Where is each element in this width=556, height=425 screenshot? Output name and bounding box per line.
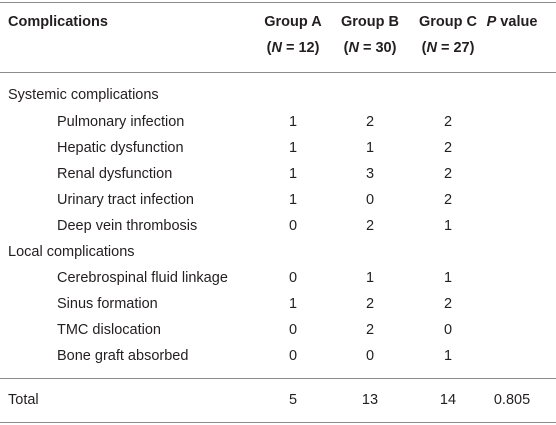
- cell-value: 1: [288, 165, 298, 182]
- n-part: N: [348, 40, 359, 56]
- n-part: = 30): [358, 40, 397, 56]
- row-label: Pulmonary infection: [57, 113, 185, 130]
- cell-value: 1: [443, 270, 453, 286]
- row-label: TMC dislocation: [57, 322, 161, 338]
- cell-value: 2: [443, 139, 453, 156]
- n-part: N: [426, 40, 437, 56]
- bottom-rule: [0, 422, 556, 423]
- cell-value: 0: [443, 322, 453, 338]
- cell-value: 0: [288, 322, 298, 338]
- cell-value: 2: [443, 191, 453, 208]
- group-n: (N = 30): [344, 39, 397, 57]
- p-part: P: [486, 14, 497, 30]
- cell-value: 1: [365, 139, 375, 156]
- section-title: Local complications: [8, 243, 135, 260]
- total-value: 14: [439, 392, 457, 408]
- cell-value: 1: [288, 296, 298, 312]
- cell-value: 2: [365, 322, 375, 338]
- cell-value: 2: [365, 296, 375, 312]
- total-value: 5: [288, 392, 298, 408]
- cell-value: 0: [365, 348, 375, 364]
- row-label: Cerebrospinal fluid linkage: [57, 270, 228, 286]
- total-rule: [0, 378, 556, 379]
- row-label: Bone graft absorbed: [57, 348, 189, 364]
- cell-value: 0: [288, 348, 298, 364]
- total-value: 13: [361, 392, 379, 408]
- cell-value: 1: [288, 139, 298, 156]
- group-n: (N = 12): [267, 39, 320, 57]
- total-label: Total: [8, 392, 39, 408]
- cell-value: 0: [288, 270, 298, 286]
- cell-value: 2: [443, 113, 453, 130]
- cell-value: 2: [365, 113, 375, 130]
- n-part: (: [421, 40, 427, 56]
- total-p-value: 0.805: [493, 392, 531, 408]
- n-part: = 12): [281, 40, 320, 56]
- p-value-header: P value: [487, 13, 538, 31]
- header-rule: [0, 72, 556, 73]
- p-part: value: [496, 14, 538, 30]
- group-name: Group B: [341, 14, 399, 30]
- n-part: (: [266, 40, 272, 56]
- row-label: Hepatic dysfunction: [57, 139, 184, 156]
- n-part: = 27): [436, 40, 475, 56]
- cell-value: 1: [288, 191, 298, 208]
- row-label: Deep vein thrombosis: [57, 217, 198, 234]
- cell-value: 2: [365, 217, 375, 234]
- header-label: Complications: [8, 14, 108, 30]
- n-part: N: [271, 40, 282, 56]
- n-part: (: [343, 40, 349, 56]
- cell-value: 0: [288, 217, 298, 234]
- cell-value: 1: [288, 113, 298, 130]
- cell-value: 1: [443, 348, 453, 364]
- cell-value: 2: [443, 296, 453, 312]
- cell-value: 1: [443, 217, 453, 234]
- section-title: Systemic complications: [8, 87, 159, 103]
- row-label: Renal dysfunction: [57, 165, 173, 182]
- group-name: Group C: [419, 14, 477, 30]
- top-rule: [0, 2, 556, 3]
- cell-value: 3: [365, 165, 375, 182]
- group-name: Group A: [264, 14, 322, 30]
- group-n: (N = 27): [422, 39, 475, 57]
- cell-value: 1: [365, 270, 375, 286]
- row-label: Urinary tract infection: [57, 191, 194, 208]
- cell-value: 2: [443, 165, 453, 182]
- cell-value: 0: [365, 191, 375, 208]
- row-label: Sinus formation: [57, 296, 158, 312]
